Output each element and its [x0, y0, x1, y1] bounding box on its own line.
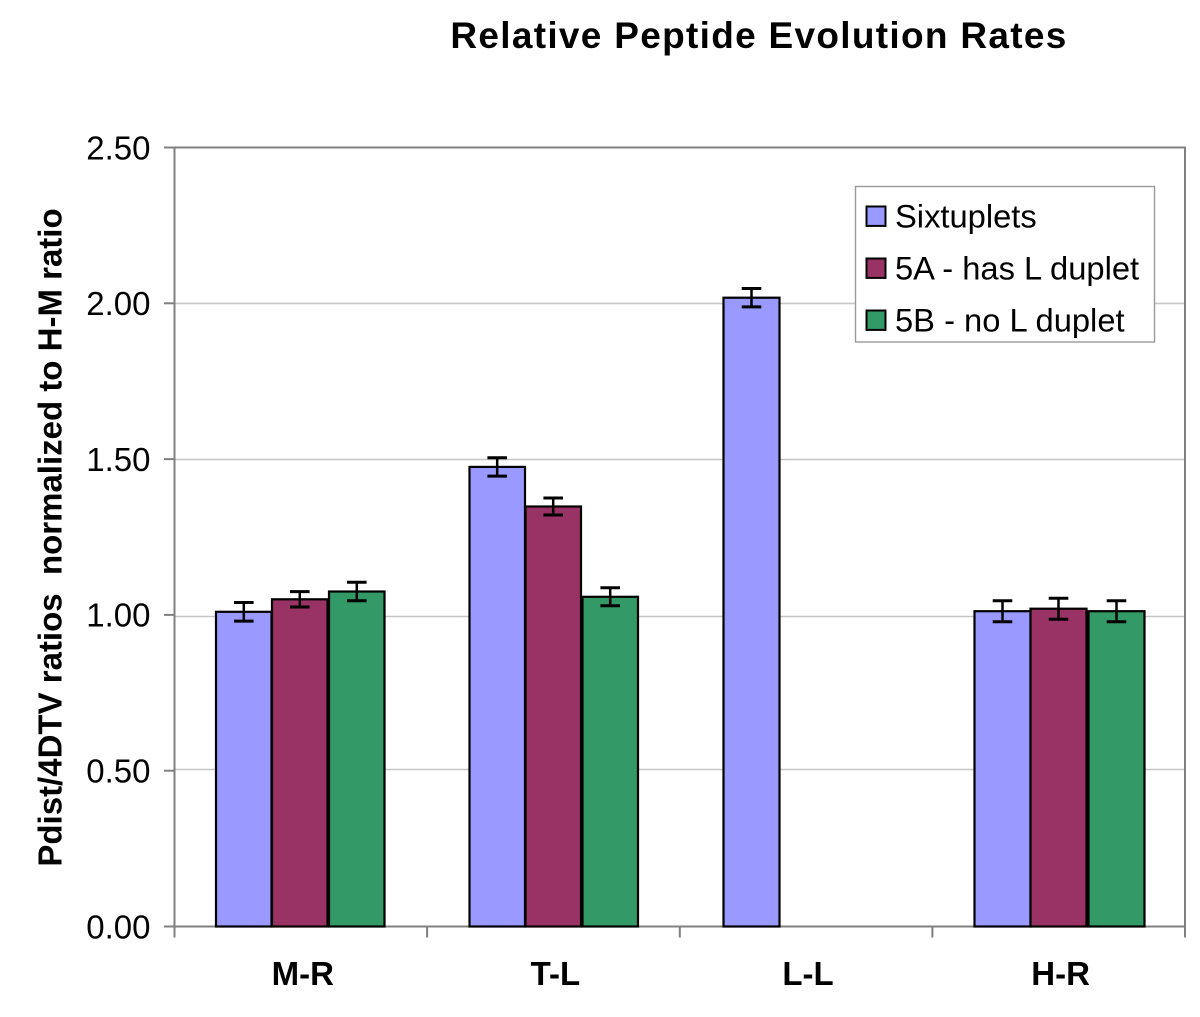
svg-text:2.50: 2.50	[86, 129, 150, 166]
svg-text:Sixtuplets: Sixtuplets	[895, 198, 1037, 235]
svg-text:Pdist/4DTV ratios normalized: Pdist/4DTV ratios normalized to H-M rati…	[32, 208, 69, 866]
svg-text:5A - has L duplet: 5A - has L duplet	[895, 250, 1139, 287]
svg-text:2.00: 2.00	[86, 285, 150, 322]
svg-text:1.00: 1.00	[86, 597, 150, 634]
svg-text:T-L: T-L	[531, 955, 580, 992]
svg-text:Relative Peptide Evolution Rat: Relative Peptide Evolution Rates	[450, 15, 1067, 56]
svg-text:H-R: H-R	[1031, 955, 1090, 992]
svg-text:1.50: 1.50	[86, 441, 150, 478]
svg-text:0.50: 0.50	[86, 753, 150, 790]
svg-text:L-L: L-L	[782, 955, 833, 992]
svg-text:0.00: 0.00	[86, 908, 150, 945]
svg-text:M-R: M-R	[272, 955, 334, 992]
svg-text:5B - no L duplet: 5B - no L duplet	[895, 302, 1125, 339]
